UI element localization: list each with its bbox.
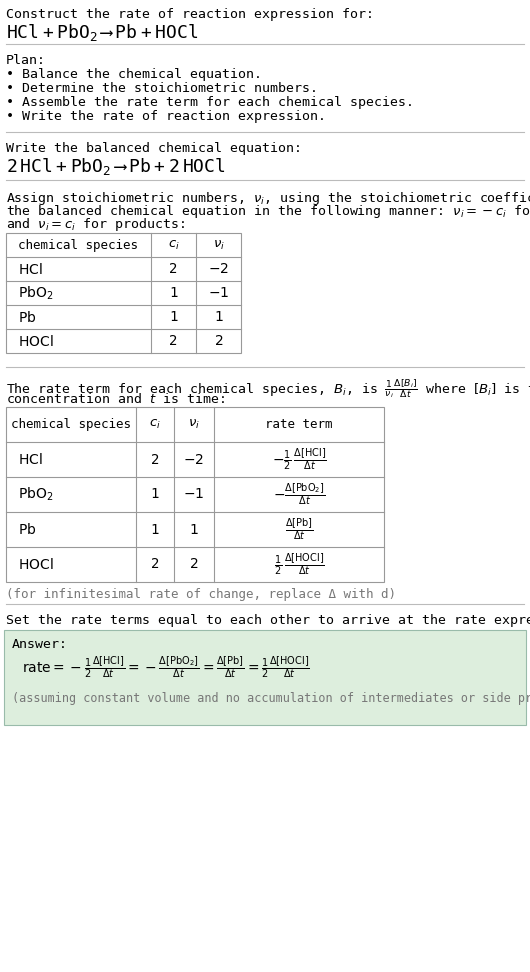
Text: $-2$: $-2$ xyxy=(208,262,229,276)
Text: • Balance the chemical equation.: • Balance the chemical equation. xyxy=(6,68,262,81)
Bar xyxy=(6,233,241,353)
Text: 1: 1 xyxy=(151,488,159,502)
Text: and $\nu_i = c_i$ for products:: and $\nu_i = c_i$ for products: xyxy=(6,216,185,233)
Text: $1$: $1$ xyxy=(189,523,199,537)
Text: Assign stoichiometric numbers, $\nu_i$, using the stoichiometric coefficients, $: Assign stoichiometric numbers, $\nu_i$, … xyxy=(6,190,530,207)
Text: $\mathrm{HOCl}$: $\mathrm{HOCl}$ xyxy=(18,557,54,572)
Text: • Determine the stoichiometric numbers.: • Determine the stoichiometric numbers. xyxy=(6,82,318,95)
Text: Answer:: Answer: xyxy=(12,638,68,651)
Text: $-1$: $-1$ xyxy=(183,488,205,502)
Text: • Assemble the rate term for each chemical species.: • Assemble the rate term for each chemic… xyxy=(6,96,414,109)
Text: $\mathrm{rate} = -\frac{1}{2}\frac{\Delta[\mathrm{HCl}]}{\Delta t} = -\frac{\Del: $\mathrm{rate} = -\frac{1}{2}\frac{\Delt… xyxy=(22,654,310,679)
Text: 2: 2 xyxy=(151,453,159,467)
Text: $c_i$: $c_i$ xyxy=(149,418,161,431)
Text: $\nu_i$: $\nu_i$ xyxy=(188,418,200,431)
Text: Set the rate terms equal to each other to arrive at the rate expression:: Set the rate terms equal to each other t… xyxy=(6,614,530,627)
Text: $-\frac{\Delta[\mathrm{PbO_2}]}{\Delta t}$: $-\frac{\Delta[\mathrm{PbO_2}]}{\Delta t… xyxy=(273,482,325,507)
Text: $\mathrm{HOCl}$: $\mathrm{HOCl}$ xyxy=(18,333,54,349)
Text: $-1$: $-1$ xyxy=(208,286,229,300)
Text: 1: 1 xyxy=(169,310,178,324)
Text: $\mathrm{Pb}$: $\mathrm{Pb}$ xyxy=(18,522,37,537)
Bar xyxy=(6,407,384,582)
Text: $\mathrm{PbO_2}$: $\mathrm{PbO_2}$ xyxy=(18,284,54,301)
Text: Write the balanced chemical equation:: Write the balanced chemical equation: xyxy=(6,142,302,155)
Bar xyxy=(4,630,526,725)
Text: $\nu_i$: $\nu_i$ xyxy=(213,238,225,252)
Text: $2$: $2$ xyxy=(214,334,223,348)
Text: rate term: rate term xyxy=(265,418,333,431)
Text: 1: 1 xyxy=(169,286,178,300)
Text: 2: 2 xyxy=(169,334,178,348)
Text: 2: 2 xyxy=(151,558,159,572)
Text: $\mathrm{HCl}$: $\mathrm{HCl}$ xyxy=(18,452,43,467)
Text: $\mathrm{Pb}$: $\mathrm{Pb}$ xyxy=(18,309,37,325)
Text: • Write the rate of reaction expression.: • Write the rate of reaction expression. xyxy=(6,110,326,123)
Text: $\mathtt{2\,HCl + PbO_2 \longrightarrow Pb + 2\,HOCl}$: $\mathtt{2\,HCl + PbO_2 \longrightarrow … xyxy=(6,156,226,177)
Text: $\frac{\Delta[\mathrm{Pb}]}{\Delta t}$: $\frac{\Delta[\mathrm{Pb}]}{\Delta t}$ xyxy=(285,517,313,542)
Text: $\mathrm{PbO_2}$: $\mathrm{PbO_2}$ xyxy=(18,486,54,503)
Text: (assuming constant volume and no accumulation of intermediates or side products): (assuming constant volume and no accumul… xyxy=(12,692,530,705)
Text: concentration and $t$ is time:: concentration and $t$ is time: xyxy=(6,392,225,406)
Text: $-\frac{1}{2}\,\frac{\Delta[\mathrm{HCl}]}{\Delta t}$: $-\frac{1}{2}\,\frac{\Delta[\mathrm{HCl}… xyxy=(271,446,326,472)
Text: $2$: $2$ xyxy=(189,558,199,572)
Text: 1: 1 xyxy=(151,523,159,537)
Text: $\frac{1}{2}\,\frac{\Delta[\mathrm{HOCl}]}{\Delta t}$: $\frac{1}{2}\,\frac{\Delta[\mathrm{HOCl}… xyxy=(273,552,324,577)
Text: Plan:: Plan: xyxy=(6,54,46,67)
Text: $\mathtt{HCl + PbO_2 \longrightarrow Pb + HOCl}$: $\mathtt{HCl + PbO_2 \longrightarrow Pb … xyxy=(6,22,198,43)
Text: $1$: $1$ xyxy=(214,310,223,324)
Text: (for infinitesimal rate of change, replace Δ with d): (for infinitesimal rate of change, repla… xyxy=(6,588,396,601)
Text: the balanced chemical equation in the following manner: $\nu_i = -c_i$ for react: the balanced chemical equation in the fo… xyxy=(6,203,530,220)
Text: The rate term for each chemical species, $B_i$, is $\frac{1}{\nu_i}\frac{\Delta[: The rate term for each chemical species,… xyxy=(6,377,530,399)
Text: 2: 2 xyxy=(169,262,178,276)
Text: chemical species: chemical species xyxy=(19,238,138,252)
Text: $-2$: $-2$ xyxy=(183,453,205,467)
Text: $c_i$: $c_i$ xyxy=(167,238,180,252)
Text: Construct the rate of reaction expression for:: Construct the rate of reaction expressio… xyxy=(6,8,374,21)
Text: chemical species: chemical species xyxy=(11,418,131,431)
Text: $\mathrm{HCl}$: $\mathrm{HCl}$ xyxy=(18,261,43,276)
